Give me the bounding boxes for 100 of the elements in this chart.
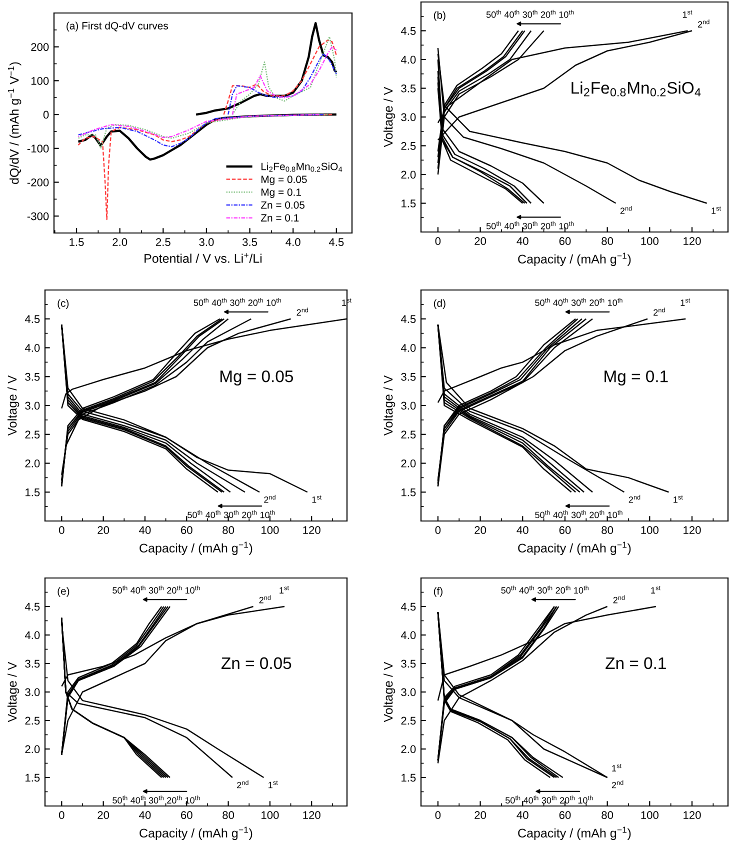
y-tick-label: 3.5 bbox=[401, 660, 416, 668]
x-tick-label: 100 bbox=[641, 237, 658, 246]
annotation: Mg = 0.05 bbox=[220, 370, 293, 386]
y-tick-label: 4.0 bbox=[24, 631, 40, 640]
y-tick-label: 1.5 bbox=[402, 200, 416, 208]
text: (d) bbox=[434, 299, 446, 309]
y-axis-title: dQ/dV / (mAh g$^{−1}$ V$^{−1}$) bbox=[8, 62, 22, 184]
y-tick-label: 2.5 bbox=[25, 716, 40, 725]
x-tick-label: 120 bbox=[684, 811, 701, 820]
y-tick-label: 1.5 bbox=[402, 774, 416, 782]
y-tick-label: 3.5 bbox=[401, 372, 416, 381]
x-tick-label: 0 bbox=[59, 811, 64, 820]
y-tick-label: 2.0 bbox=[401, 745, 416, 754]
x-axis-title: Capacity / (mAh g$^{−1}$) bbox=[518, 542, 631, 556]
annotation: 1$^{st}$ bbox=[612, 764, 622, 772]
y-tick-label: 200 bbox=[31, 43, 49, 51]
annotation: 2$^{nd}$ bbox=[620, 206, 632, 214]
x-axis-title: Capacity / (mAh g$^{−1}$) bbox=[518, 826, 631, 840]
annotation: Zn = 0.05 bbox=[221, 657, 292, 670]
x-tick-label: 120 bbox=[684, 237, 701, 246]
annotation: 2$^{nd}$ bbox=[612, 780, 624, 788]
x-tick-label: 60 bbox=[559, 237, 571, 246]
y-tick-label: 4.5 bbox=[400, 315, 416, 324]
x-axis-title: Capacity / (mAh g$^{−1}$) bbox=[140, 542, 252, 556]
x-tick-label: 40 bbox=[516, 526, 528, 534]
y-tick-label: 3.0 bbox=[25, 688, 40, 696]
y-tick-label: 2.0 bbox=[401, 460, 416, 468]
y-tick-label: 4.0 bbox=[400, 56, 416, 64]
x-tick-label: 80 bbox=[602, 237, 614, 246]
x-tick-label: 80 bbox=[222, 526, 234, 534]
text: 50$^{th}$ 40$^{th}$ 30$^{th}$ 20$^{th}$ 10$^{th}$ bbox=[194, 298, 282, 306]
annotation: Mg = 0.1 bbox=[604, 370, 668, 386]
x-tick-label: 3.0 bbox=[199, 238, 214, 246]
text: (f) bbox=[434, 587, 442, 597]
annotation: 1$^{st}$ bbox=[712, 206, 721, 214]
annotation: 1$^{st}$ bbox=[682, 10, 692, 18]
y-tick-label: 4.0 bbox=[400, 344, 416, 352]
legend-label: Zn = 0.05 bbox=[260, 201, 305, 209]
annotation: 2$^{nd}$ bbox=[654, 308, 665, 316]
x-tick-label: 100 bbox=[641, 811, 658, 820]
x-tick-label: 20 bbox=[98, 526, 110, 534]
y-tick-label: 100 bbox=[31, 76, 49, 85]
y-tick-label: 1.5 bbox=[26, 488, 40, 496]
y-tick-label: 2.0 bbox=[25, 460, 40, 468]
legend-label: Mg = 0.1 bbox=[262, 188, 301, 198]
annotation: 1$^{st}$ bbox=[312, 495, 322, 503]
x-tick-label: 60 bbox=[559, 811, 571, 820]
text: (c) bbox=[58, 299, 69, 309]
x-tick-label: 20 bbox=[98, 811, 110, 820]
y-axis-title: Voltage / V bbox=[7, 662, 20, 722]
text: 50$^{th}$ 40$^{th}$ 30$^{th}$ 20$^{th}$ 10$^{th}$ bbox=[486, 221, 574, 230]
x-tick-label: 100 bbox=[262, 526, 279, 534]
annotation: 1$^{st}$ bbox=[268, 780, 278, 788]
y-tick-label: 3.0 bbox=[401, 688, 416, 696]
x-tick-label: 120 bbox=[684, 526, 701, 534]
annotation: 2$^{nd}$ bbox=[237, 780, 248, 788]
x-tick-label: 120 bbox=[303, 811, 320, 820]
annotation: 1$^{st}$ bbox=[680, 298, 690, 306]
annotation: 1$^{st}$ bbox=[674, 495, 683, 503]
annotation: Li$_{2}$Fe$_{0.8}$Mn$_{0.2}$SiO$_{4}$ bbox=[572, 82, 701, 96]
text: 50$^{th}$ 40$^{th}$ 30$^{th}$ 20$^{th}$ 10$^{th}$ bbox=[535, 510, 622, 518]
text: (b) bbox=[434, 11, 446, 21]
annotation: 1$^{st}$ bbox=[280, 586, 289, 594]
text: 50$^{th}$ 40$^{th}$ 30$^{th}$ 20$^{th}$ 10$^{th}$ bbox=[112, 586, 200, 594]
y-tick-label: 4.5 bbox=[24, 602, 40, 611]
annotation: 2$^{nd}$ bbox=[613, 595, 625, 604]
y-tick-label: 3.0 bbox=[25, 402, 40, 410]
x-tick-label: 20 bbox=[474, 237, 486, 246]
x-tick-label: 4.0 bbox=[286, 238, 300, 246]
y-tick-label: 2.5 bbox=[401, 142, 416, 150]
text: 50$^{th}$ 40$^{th}$ 30$^{th}$ 20$^{th}$ 10$^{th}$ bbox=[188, 510, 275, 518]
x-tick-label: 4.5 bbox=[328, 238, 344, 246]
annotation: 1$^{st}$ bbox=[651, 586, 660, 594]
y-axis-title: Voltage / V bbox=[383, 662, 396, 722]
y-tick-label: 3.0 bbox=[401, 113, 416, 122]
y-axis-title: Voltage / V bbox=[7, 375, 20, 436]
y-tick-label: 3.5 bbox=[401, 84, 416, 92]
x-tick-label: 80 bbox=[222, 811, 234, 820]
y-axis-title: Voltage / V bbox=[383, 86, 396, 148]
y-axis-title: Voltage / V bbox=[383, 375, 396, 436]
x-tick-label: 0 bbox=[435, 237, 441, 246]
x-axis-title: Potential / V vs. Li$^{+}$/Li bbox=[144, 253, 262, 263]
y-tick-label: 2.0 bbox=[401, 170, 416, 179]
y-tick-label: 3.5 bbox=[25, 372, 40, 381]
annotation: Zn = 0.1 bbox=[606, 657, 666, 670]
y-tick-label: 2.5 bbox=[401, 430, 416, 439]
x-tick-label: 80 bbox=[602, 526, 614, 534]
y-tick-label: -100 bbox=[27, 144, 49, 153]
y-tick-label: 4.5 bbox=[400, 27, 416, 35]
annotation: 2$^{nd}$ bbox=[628, 494, 640, 503]
annotation: 2$^{nd}$ bbox=[698, 20, 710, 28]
y-tick-label: 3.0 bbox=[401, 402, 416, 410]
x-tick-label: 100 bbox=[641, 526, 658, 534]
y-tick-label: 2.0 bbox=[25, 745, 40, 754]
x-tick-label: 40 bbox=[139, 526, 151, 534]
annotation: 2$^{nd}$ bbox=[259, 595, 271, 604]
x-tick-label: 0 bbox=[59, 526, 64, 534]
text: 50$^{th}$ 40$^{th}$ 30$^{th}$ 20$^{th}$ 10$^{th}$ bbox=[112, 796, 200, 804]
x-axis-title: Capacity / (mAh g$^{−1}$) bbox=[140, 826, 252, 840]
text: (a) First dQ-dV curves bbox=[66, 22, 168, 32]
